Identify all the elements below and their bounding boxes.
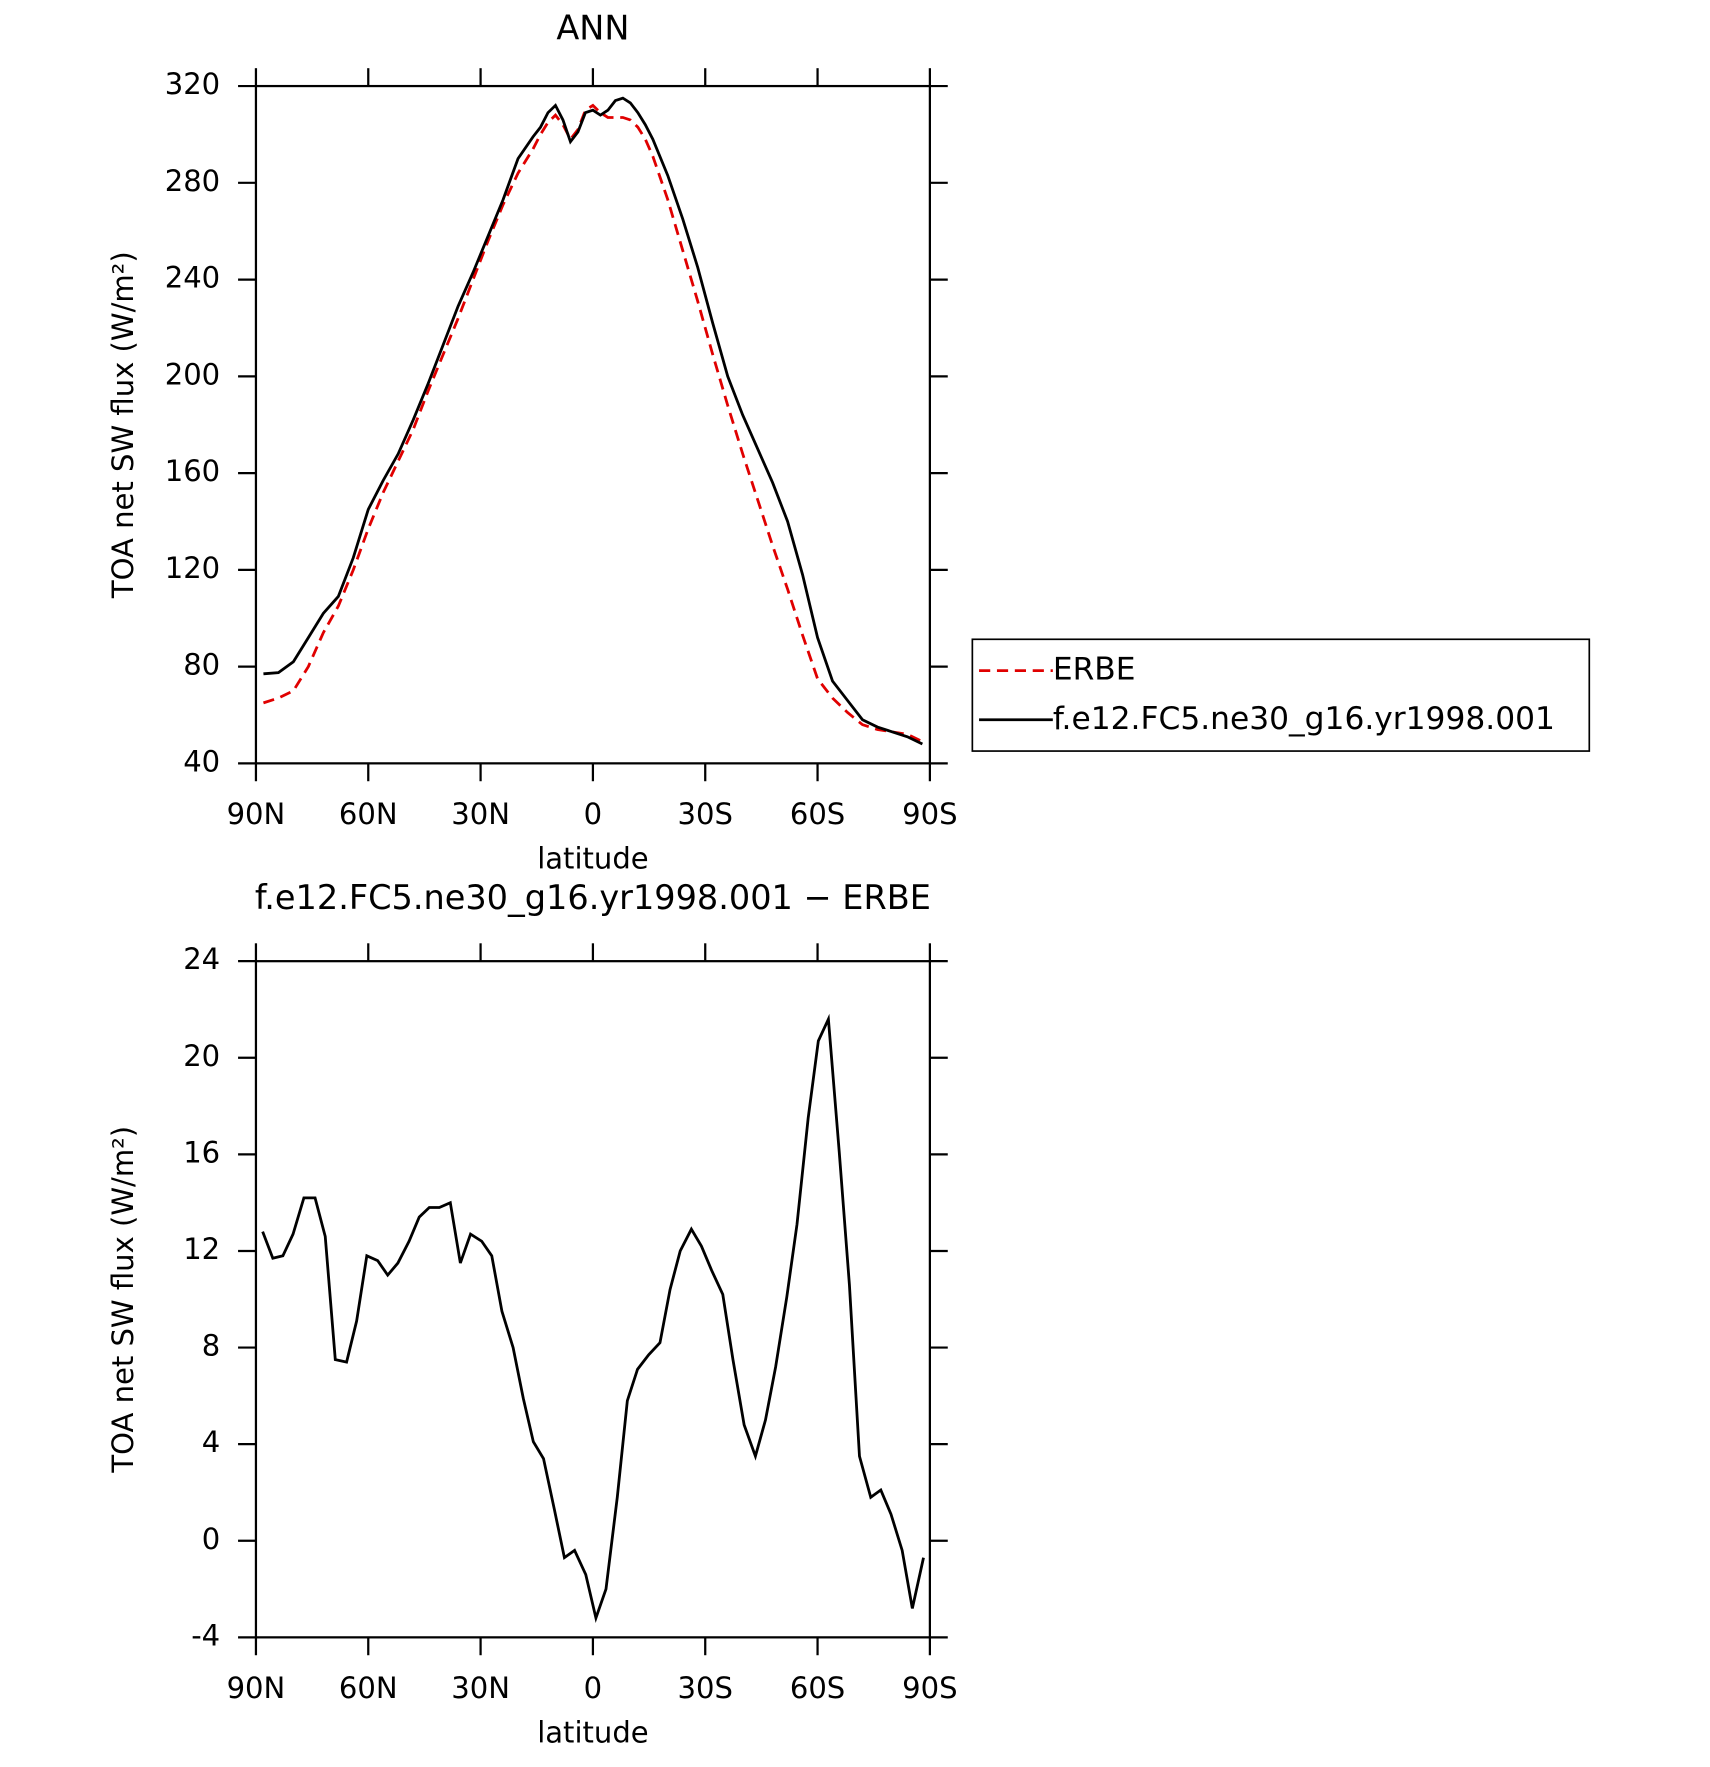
y-tick-label: 0 [202, 1522, 220, 1556]
chart-title: ANN [556, 9, 629, 48]
legend-label: ERBE [1053, 652, 1136, 688]
x-tick-label: 60S [790, 1671, 845, 1705]
x-axis-label: latitude [537, 1716, 648, 1750]
x-tick-label: 60S [790, 797, 845, 831]
x-tick-label: 90S [902, 1671, 957, 1705]
y-tick-label: -4 [191, 1618, 220, 1652]
y-tick-label: 20 [183, 1039, 220, 1073]
y-tick-label: 40 [183, 744, 220, 778]
y-tick-label: 24 [183, 942, 220, 976]
x-tick-label: 0 [584, 797, 602, 831]
data-line [263, 96, 924, 746]
data-line [261, 1013, 925, 1624]
y-axis-label: TOA net SW flux (W/m²) [106, 1126, 140, 1474]
x-tick-label: 30S [678, 797, 733, 831]
y-tick-label: 8 [202, 1329, 220, 1363]
data-line [263, 103, 924, 743]
y-tick-label: 320 [165, 67, 220, 101]
x-tick-label: 60N [339, 1671, 398, 1705]
y-tick-label: 160 [165, 454, 220, 488]
y-tick-label: 16 [183, 1135, 220, 1169]
y-axis-label: TOA net SW flux (W/m²) [106, 251, 140, 599]
y-tick-label: 120 [165, 551, 220, 585]
x-tick-label: 30S [678, 1671, 733, 1705]
plot-frame [254, 960, 931, 1639]
y-tick-label: 12 [183, 1232, 220, 1266]
x-tick-label: 30N [451, 1671, 510, 1705]
y-tick-label: 4 [202, 1425, 220, 1459]
x-tick-label: 30N [451, 797, 510, 831]
x-tick-label: 60N [339, 797, 398, 831]
y-tick-label: 200 [165, 357, 220, 391]
y-tick-label: 240 [165, 261, 220, 295]
legend-label: f.e12.FC5.ne30_g16.yr1998.001 [1053, 701, 1555, 737]
chart-title: f.e12.FC5.ne30_g16.yr1998.001 − ERBE [255, 878, 931, 917]
x-tick-label: 0 [584, 1671, 602, 1705]
x-axis-label: latitude [537, 842, 648, 876]
y-tick-label: 80 [183, 648, 220, 682]
y-tick-label: 280 [165, 164, 220, 198]
x-tick-label: 90S [902, 797, 957, 831]
x-tick-label: 90N [227, 1671, 286, 1705]
x-tick-label: 90N [227, 797, 286, 831]
legend-box [971, 638, 1591, 752]
plot-frame [254, 84, 931, 765]
